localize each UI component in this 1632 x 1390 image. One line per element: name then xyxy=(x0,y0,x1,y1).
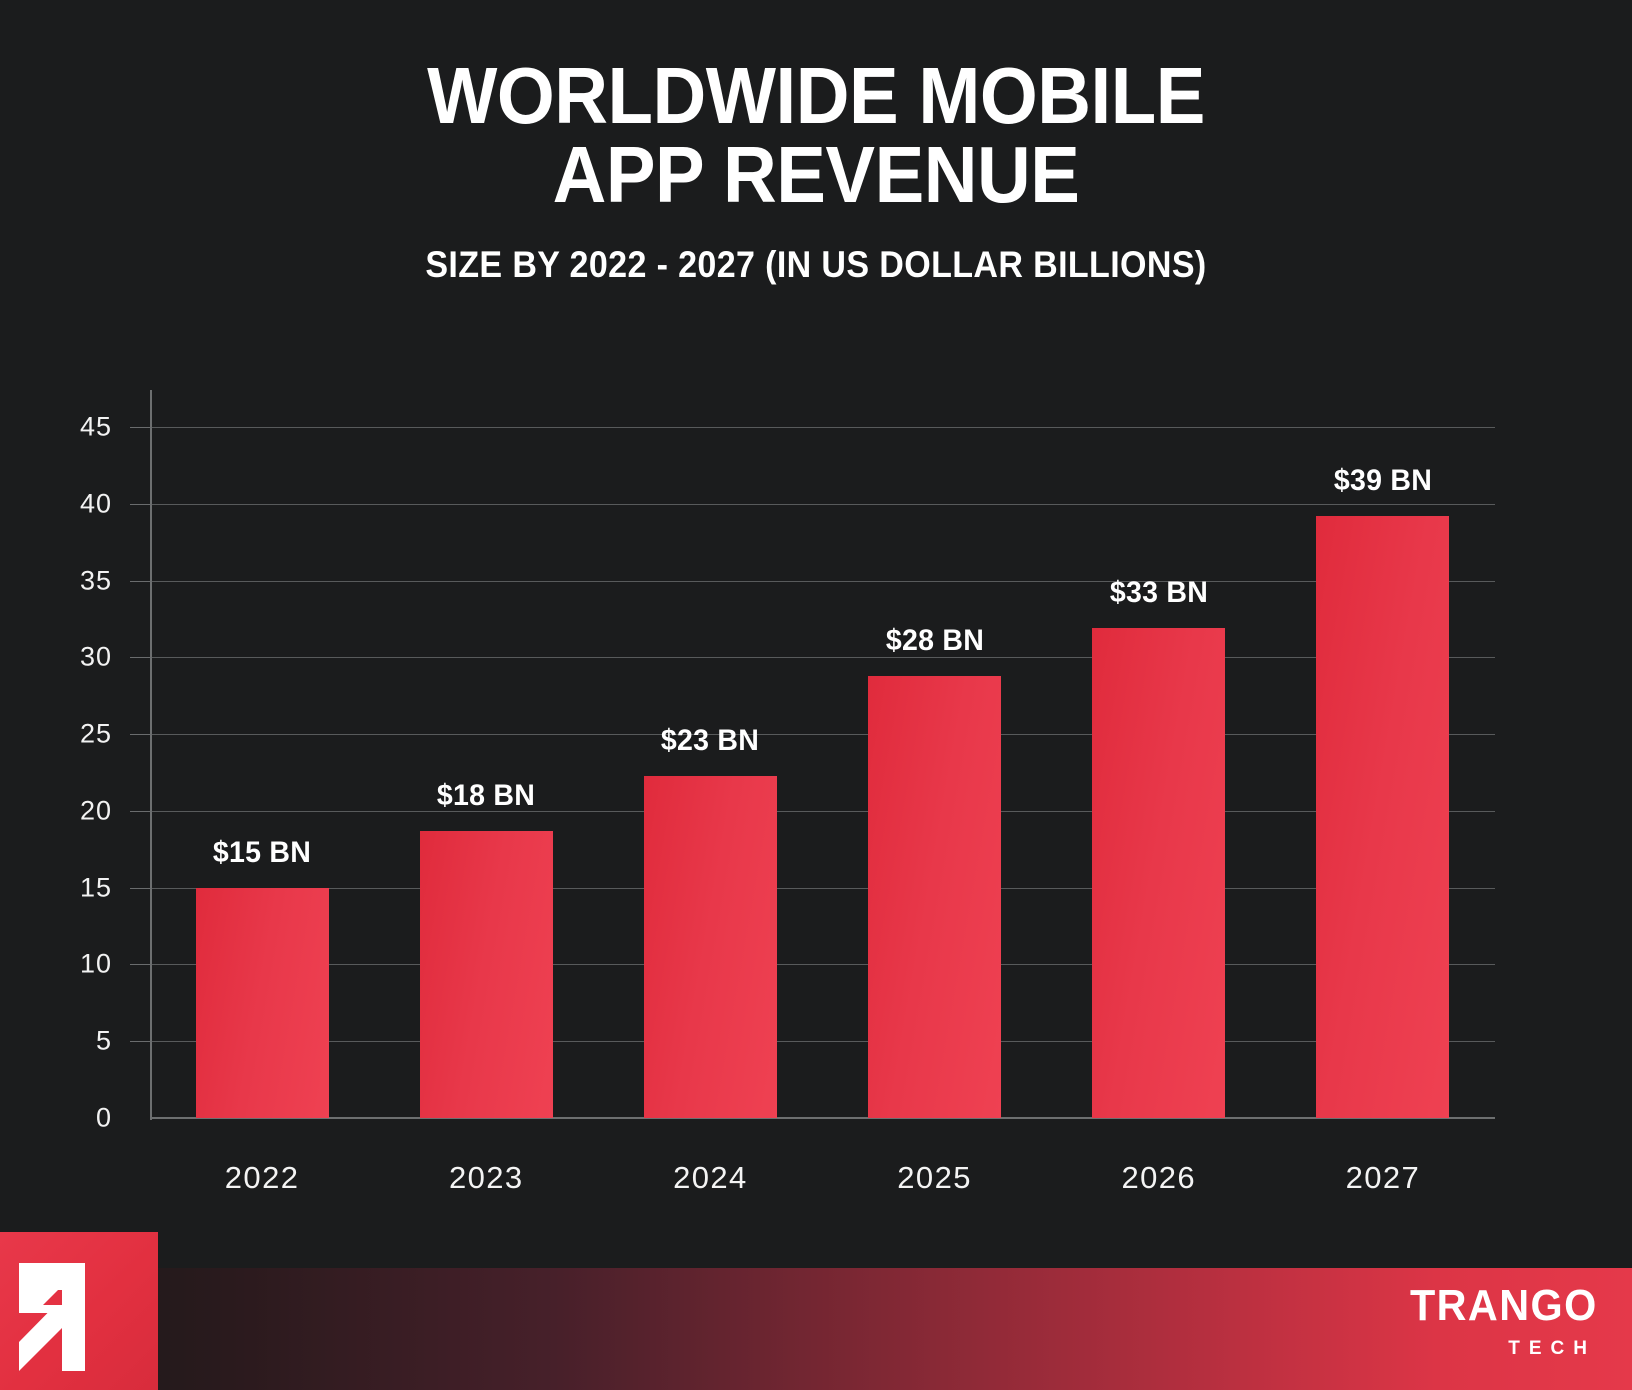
bar-2026[interactable] xyxy=(1092,628,1226,1118)
y-tick-mark xyxy=(130,657,152,659)
y-tick-mark xyxy=(130,1041,152,1043)
footer-bar xyxy=(0,1268,1632,1390)
x-axis-label: 2027 xyxy=(1345,1160,1421,1195)
y-axis-label: 5 xyxy=(95,1025,112,1056)
heading-block: WORLDWIDE MOBILE APP REVENUE SIZE BY 202… xyxy=(0,51,1632,286)
bar-2022[interactable] xyxy=(195,887,329,1118)
y-tick-mark xyxy=(130,427,152,428)
bar-value-label: $18 BN xyxy=(437,778,536,812)
bar-2025[interactable] xyxy=(868,675,1002,1118)
x-axis-line xyxy=(150,1117,1495,1119)
y-tick-mark xyxy=(130,810,152,812)
bar-2024[interactable] xyxy=(643,775,777,1118)
gridline xyxy=(150,810,1495,812)
y-axis-label: 15 xyxy=(79,872,112,903)
x-axis-label: 2024 xyxy=(673,1160,748,1195)
bar-2023[interactable] xyxy=(419,830,553,1118)
y-tick-mark xyxy=(130,887,152,889)
y-axis-line xyxy=(150,390,152,1120)
gridline xyxy=(150,503,1495,505)
y-axis-label: 45 xyxy=(79,411,112,442)
bar-value-label: $33 BN xyxy=(1109,576,1208,610)
gridline xyxy=(150,427,1495,428)
gridline xyxy=(150,657,1495,659)
brand-sub: TECH xyxy=(1508,1338,1596,1359)
bars-group xyxy=(195,516,1450,1118)
gridline xyxy=(150,887,1495,889)
y-axis-label: 20 xyxy=(79,795,112,826)
bar-value-label: $28 BN xyxy=(885,623,984,657)
y-axis-label: 10 xyxy=(79,948,112,979)
y-tick-mark xyxy=(130,964,152,966)
page-subtitle: SIZE BY 2022 - 2027 (IN US DOLLAR BILLIO… xyxy=(425,244,1207,286)
x-axis-label: 2025 xyxy=(897,1160,972,1195)
x-axis-label: 2026 xyxy=(1121,1160,1197,1195)
gridline xyxy=(150,1041,1495,1043)
trango-arrow-logo-icon xyxy=(0,1232,158,1390)
x-axis-label: 2022 xyxy=(224,1160,300,1195)
y-axis-label: 40 xyxy=(79,488,112,519)
gridline xyxy=(150,580,1495,582)
y-axis-label: 30 xyxy=(79,641,112,672)
bar-value-label: $15 BN xyxy=(212,835,312,869)
x-axis-label: 2023 xyxy=(448,1160,524,1195)
page-title: WORLDWIDE MOBILE APP REVENUE xyxy=(427,51,1205,220)
y-axis-label: 25 xyxy=(79,718,112,749)
brand-name: TRANGO xyxy=(1410,1281,1598,1330)
y-tick-mark xyxy=(130,503,152,505)
gridline xyxy=(150,964,1495,966)
y-tick-mark xyxy=(130,580,152,582)
y-tick-mark xyxy=(130,734,152,736)
bar-value-label: $39 BN xyxy=(1333,464,1433,498)
gridline xyxy=(150,734,1495,736)
y-axis-label: 35 xyxy=(79,565,112,596)
brand-wordmark: TRANGO TECH xyxy=(1398,1281,1598,1359)
bar-2027[interactable] xyxy=(1316,516,1450,1118)
bar-chart: 0 5 10 15 20 25 30 35 40 45 $15 BN $18 BN $23 BN $28… xyxy=(79,390,1495,1195)
bar-value-label: $23 BN xyxy=(661,723,760,757)
y-axis-label: 0 xyxy=(95,1102,112,1133)
